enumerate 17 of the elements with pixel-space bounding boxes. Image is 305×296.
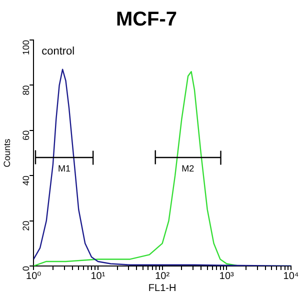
y-tick-label: 40 xyxy=(21,176,32,186)
chart-title: MCF-7 xyxy=(116,8,178,31)
y-tick-label: 20 xyxy=(21,220,32,231)
y-tick-label: 60 xyxy=(21,130,32,140)
annotation: control xyxy=(42,46,75,58)
x-tick-label: 10³ xyxy=(219,270,235,282)
x-tick-label: 10⁰ xyxy=(26,270,42,282)
y-tick-label: 0 xyxy=(21,266,32,272)
x-tick-label: 10¹ xyxy=(90,270,106,282)
y-tick-label: 80 xyxy=(21,85,32,96)
x-axis-title: FL1-H xyxy=(148,282,176,294)
annotation: M1 xyxy=(58,164,71,174)
y-tick-label: 100 xyxy=(21,40,32,56)
y-axis-title: Counts xyxy=(2,138,12,168)
x-tick-label: 10² xyxy=(155,270,170,282)
annotation: M2 xyxy=(182,164,194,174)
x-tick-label: 10⁴ xyxy=(283,270,299,282)
